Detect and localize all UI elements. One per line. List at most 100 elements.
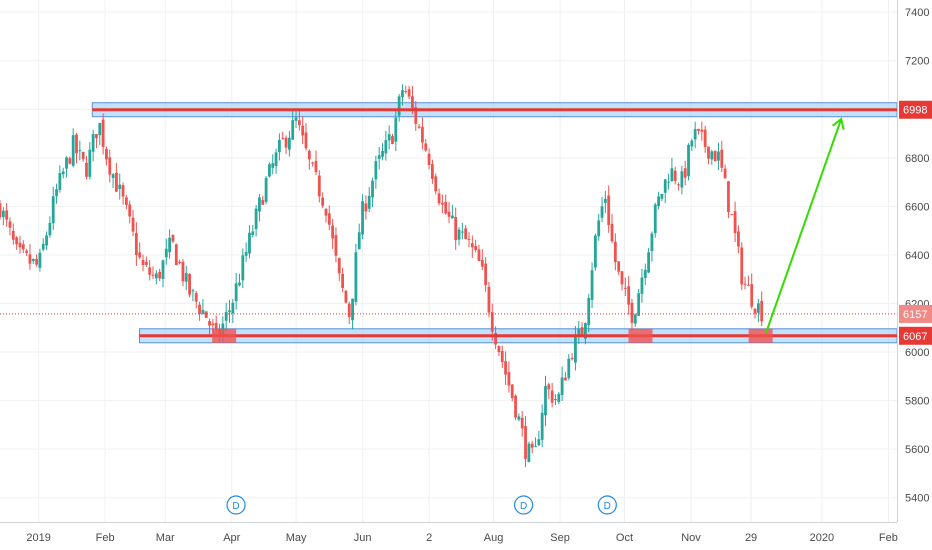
candle-down: [421, 126, 424, 143]
price-axis[interactable]: 5400560058006000620064006600680070007200…: [899, 7, 932, 505]
candle-down: [723, 168, 727, 179]
candle-up: [401, 90, 404, 98]
candle-up: [687, 144, 690, 177]
candlesticks: [0, 84, 764, 468]
candle-down: [301, 125, 305, 136]
x-tick-label: 29: [745, 532, 757, 544]
candle-down: [707, 146, 710, 159]
candle-down: [524, 426, 527, 459]
candle-up: [637, 293, 641, 316]
support-touch-highlight: [628, 328, 653, 343]
candle-up: [680, 171, 684, 188]
candle-up: [254, 208, 258, 230]
candle-down: [18, 242, 22, 248]
candle-up: [61, 171, 65, 175]
candle-up: [31, 259, 35, 261]
candle-down: [261, 200, 265, 205]
candle-down: [713, 151, 717, 162]
candle-up: [55, 189, 58, 197]
candle-up: [544, 385, 547, 416]
candle-down: [414, 107, 418, 124]
candle-down: [514, 395, 517, 418]
candle-down: [617, 261, 621, 272]
candle-down: [284, 137, 288, 148]
candle-down: [208, 320, 211, 326]
candle-down: [327, 213, 331, 225]
candle-down: [344, 290, 348, 303]
candle-down: [347, 303, 351, 317]
candle-down: [95, 134, 98, 139]
candle-down: [25, 250, 29, 253]
candle-down: [434, 176, 438, 192]
candle-up: [567, 358, 571, 379]
candle-up: [241, 255, 245, 281]
candle-down: [35, 258, 38, 265]
candle-up: [248, 232, 251, 254]
candle-down: [337, 258, 341, 274]
candle-up: [38, 252, 42, 268]
last-price-label: 6157: [903, 309, 927, 321]
y-tick-label: 6600: [905, 201, 929, 213]
candle-down: [171, 234, 175, 242]
candle-up: [234, 283, 238, 302]
candle-down: [204, 311, 208, 319]
candle-down: [487, 286, 491, 313]
candle-down: [467, 238, 471, 240]
candle-down: [181, 261, 185, 282]
projection-arrow-line: [765, 118, 843, 333]
support-touch-highlight: [212, 328, 237, 343]
y-tick-label: 6800: [905, 153, 929, 165]
x-tick-label: Nov: [681, 532, 701, 544]
dividend-marker-label: D: [604, 501, 611, 512]
candle-up: [657, 196, 660, 207]
candle-down: [683, 168, 687, 178]
candle-up: [291, 120, 295, 140]
candle-up: [381, 150, 384, 157]
candle-down: [85, 162, 88, 177]
candle-up: [560, 377, 564, 396]
candle-up: [597, 220, 601, 237]
candle-down: [297, 120, 301, 126]
candle-up: [660, 193, 664, 199]
candle-up: [78, 150, 82, 152]
x-tick-label: 2: [426, 532, 432, 544]
candle-down: [547, 384, 551, 390]
chart-grid: [0, 0, 897, 522]
candle-down: [447, 211, 451, 217]
x-tick-label: Jun: [354, 532, 372, 544]
candle-down: [437, 193, 441, 204]
x-tick-label: May: [286, 532, 307, 544]
candle-down: [727, 181, 730, 212]
y-tick-label: 7200: [905, 56, 929, 68]
candle-down: [697, 128, 700, 131]
candle-up: [168, 237, 172, 253]
time-axis[interactable]: 2019 Feb Mar Apr May Jun 2 Aug Sep Oct Nov 29 2020 Fe…: [26, 532, 898, 544]
candle-down: [474, 246, 478, 251]
candle-down: [334, 235, 338, 256]
candle-down: [144, 261, 148, 265]
candle-up: [361, 201, 364, 235]
candle-up: [667, 181, 670, 183]
candle-down: [477, 249, 481, 261]
candle-down: [68, 158, 72, 164]
candle-down: [178, 261, 182, 263]
candle-up: [278, 139, 281, 153]
candle-up: [231, 302, 235, 314]
candle-up: [258, 197, 261, 212]
candle-down: [105, 148, 108, 160]
price-label-box: [899, 100, 932, 119]
candle-up: [98, 122, 102, 136]
candle-down: [28, 254, 32, 264]
candle-up: [294, 117, 298, 121]
y-tick-label: 5800: [905, 396, 929, 408]
candle-up: [48, 222, 52, 236]
candle-up: [228, 310, 231, 313]
candle-up: [540, 412, 544, 440]
candle-down: [314, 160, 318, 173]
candle-down: [407, 89, 411, 97]
candle-up: [238, 282, 241, 286]
candle-up: [374, 161, 378, 180]
candle-down: [504, 361, 507, 375]
candle-up: [527, 443, 531, 462]
